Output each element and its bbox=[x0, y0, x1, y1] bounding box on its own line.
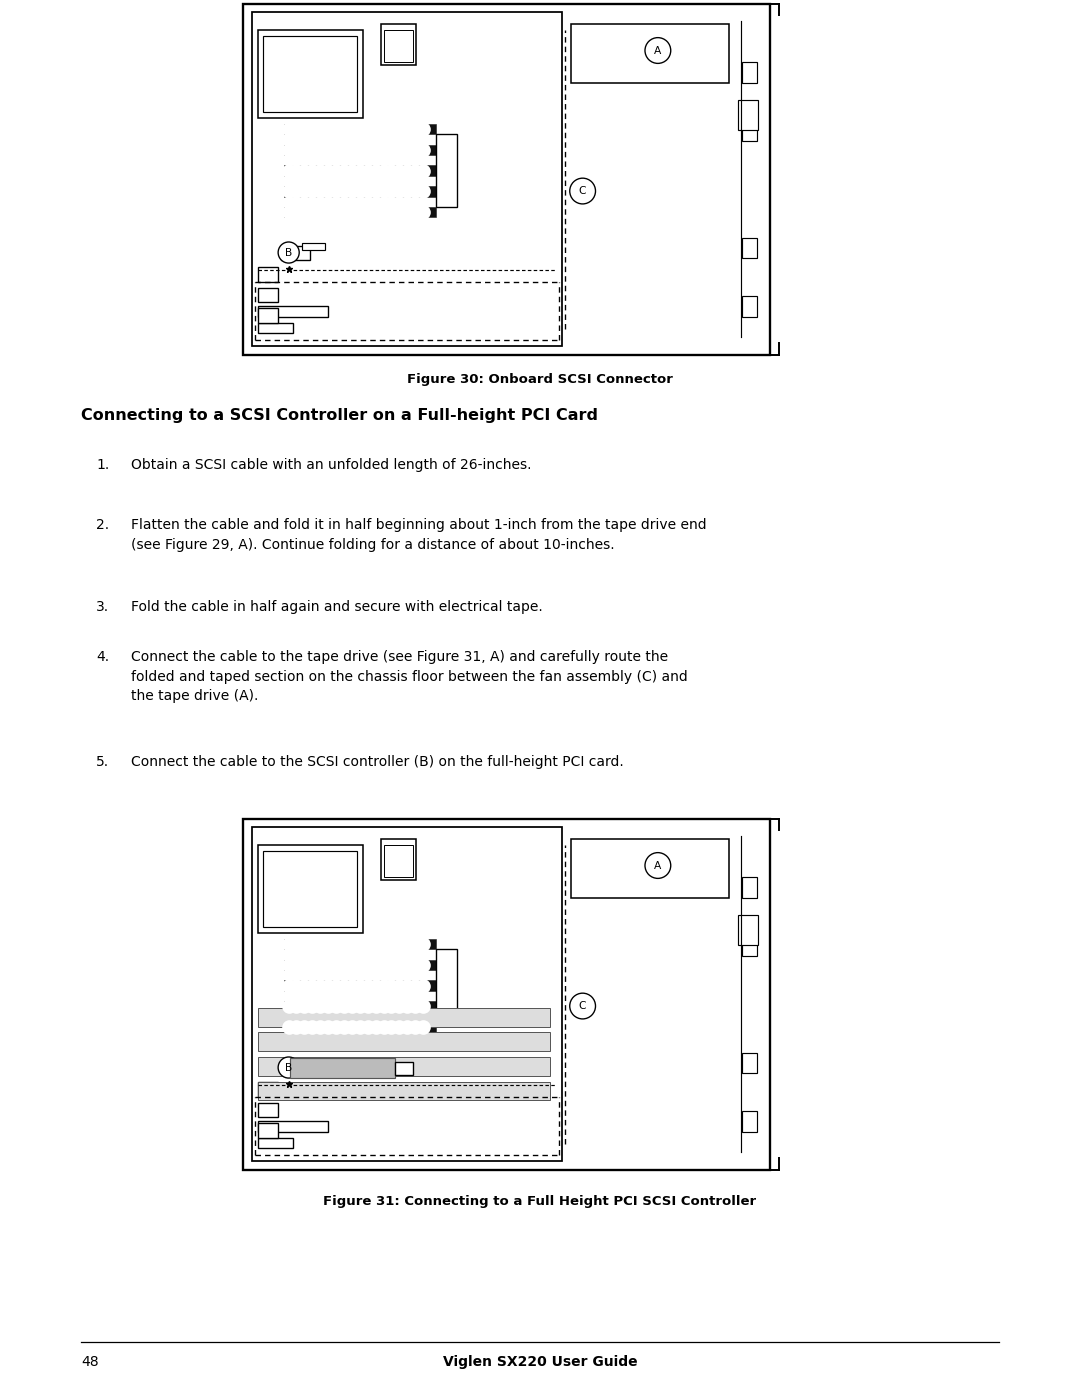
Bar bbox=[284, 939, 436, 949]
Bar bbox=[252, 13, 562, 346]
Circle shape bbox=[570, 993, 595, 1018]
Bar bbox=[436, 134, 457, 207]
Circle shape bbox=[279, 1058, 299, 1078]
Bar bbox=[258, 1102, 279, 1118]
Bar bbox=[284, 144, 436, 155]
Bar bbox=[284, 207, 436, 218]
Text: 2.: 2. bbox=[96, 518, 109, 532]
Bar bbox=[258, 1123, 279, 1137]
Bar bbox=[383, 845, 413, 877]
Text: Connect the cable to the tape drive (see Figure 31, A) and carefully route the
f: Connect the cable to the tape drive (see… bbox=[131, 650, 688, 703]
Bar bbox=[284, 124, 436, 134]
Bar bbox=[258, 29, 363, 117]
Text: A: A bbox=[654, 861, 661, 870]
Bar bbox=[243, 819, 770, 1171]
Bar bbox=[281, 246, 310, 260]
Bar bbox=[738, 101, 758, 130]
Text: A: A bbox=[654, 46, 661, 56]
Bar bbox=[258, 306, 328, 317]
Text: 4.: 4. bbox=[96, 650, 109, 664]
Bar bbox=[571, 840, 729, 898]
Bar bbox=[284, 981, 436, 990]
Bar bbox=[742, 237, 756, 258]
Text: 1.: 1. bbox=[96, 458, 109, 472]
Bar bbox=[742, 63, 756, 82]
Bar bbox=[258, 1058, 551, 1076]
Bar bbox=[289, 1058, 395, 1078]
Bar bbox=[742, 296, 756, 317]
Bar bbox=[258, 288, 279, 302]
Bar bbox=[258, 309, 279, 323]
Text: 3.: 3. bbox=[96, 599, 109, 615]
Bar bbox=[258, 1032, 551, 1051]
Text: Figure 30: Onboard SCSI Connector: Figure 30: Onboard SCSI Connector bbox=[407, 373, 673, 386]
Bar bbox=[383, 29, 413, 63]
Circle shape bbox=[570, 179, 595, 204]
Bar bbox=[395, 1062, 413, 1074]
Bar bbox=[742, 120, 756, 141]
Bar bbox=[264, 851, 357, 928]
Bar bbox=[284, 1002, 436, 1011]
Text: C: C bbox=[579, 1002, 586, 1011]
Bar bbox=[258, 1122, 328, 1132]
Bar bbox=[571, 24, 729, 82]
Bar bbox=[436, 949, 457, 1023]
Bar bbox=[264, 36, 357, 112]
Text: 48: 48 bbox=[81, 1355, 98, 1369]
Bar bbox=[284, 186, 436, 197]
Bar bbox=[380, 24, 416, 66]
Bar bbox=[258, 1083, 279, 1097]
Bar bbox=[258, 323, 293, 334]
Bar bbox=[258, 267, 279, 282]
Bar bbox=[258, 1081, 551, 1101]
Bar bbox=[258, 845, 363, 933]
Text: B: B bbox=[285, 1063, 293, 1073]
Circle shape bbox=[645, 852, 671, 879]
Circle shape bbox=[279, 242, 299, 263]
Bar bbox=[258, 1137, 293, 1148]
Text: Connect the cable to the SCSI controller (B) on the full-height PCI card.: Connect the cable to the SCSI controller… bbox=[131, 754, 624, 768]
Text: Figure 31: Connecting to a Full Height PCI SCSI Controller: Figure 31: Connecting to a Full Height P… bbox=[323, 1194, 757, 1208]
Bar bbox=[284, 1023, 436, 1032]
Text: Viglen SX220 User Guide: Viglen SX220 User Guide bbox=[443, 1355, 637, 1369]
Bar bbox=[742, 1112, 756, 1132]
Bar bbox=[301, 243, 325, 250]
Bar bbox=[742, 877, 756, 898]
Text: 5.: 5. bbox=[96, 754, 109, 768]
Bar bbox=[284, 165, 436, 176]
Text: B: B bbox=[285, 247, 293, 257]
Text: Fold the cable in half again and secure with electrical tape.: Fold the cable in half again and secure … bbox=[131, 599, 543, 615]
Bar bbox=[380, 840, 416, 880]
Bar bbox=[742, 1053, 756, 1073]
Circle shape bbox=[645, 38, 671, 63]
Text: Obtain a SCSI cable with an unfolded length of 26-inches.: Obtain a SCSI cable with an unfolded len… bbox=[131, 458, 531, 472]
Bar bbox=[742, 936, 756, 957]
Bar bbox=[243, 4, 770, 355]
Bar bbox=[284, 960, 436, 970]
Text: Connecting to a SCSI Controller on a Full-height PCI Card: Connecting to a SCSI Controller on a Ful… bbox=[81, 408, 598, 423]
Bar bbox=[252, 827, 562, 1161]
Text: C: C bbox=[579, 186, 586, 196]
Bar bbox=[738, 915, 758, 944]
Text: Flatten the cable and fold it in half beginning about 1-inch from the tape drive: Flatten the cable and fold it in half be… bbox=[131, 518, 706, 552]
Bar bbox=[258, 1007, 551, 1027]
